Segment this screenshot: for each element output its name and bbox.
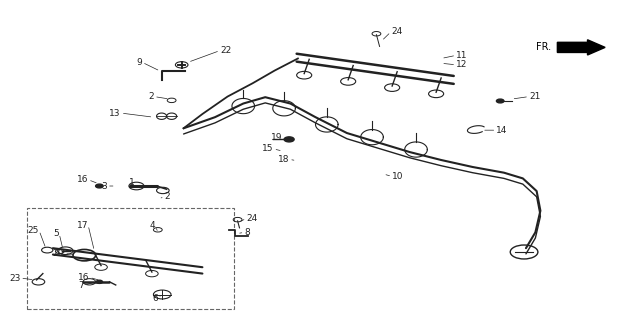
Text: 19: 19	[271, 133, 283, 142]
Text: 21: 21	[529, 92, 541, 101]
Text: 20: 20	[53, 249, 64, 258]
Text: 15: 15	[262, 144, 273, 153]
Text: 25: 25	[28, 226, 39, 235]
Text: 11: 11	[456, 51, 468, 60]
Text: 5: 5	[54, 229, 59, 238]
Text: 23: 23	[9, 274, 20, 283]
Text: 14: 14	[497, 126, 508, 135]
Text: FR.: FR.	[536, 42, 551, 52]
Text: 8: 8	[244, 228, 251, 237]
Text: 24: 24	[391, 27, 402, 36]
Text: 18: 18	[278, 155, 289, 164]
Text: 17: 17	[76, 220, 88, 229]
FancyArrow shape	[557, 40, 605, 55]
Text: 6: 6	[153, 294, 158, 303]
Text: 12: 12	[456, 60, 468, 69]
Text: 13: 13	[109, 108, 121, 117]
Text: 16: 16	[76, 175, 88, 184]
Text: 24: 24	[246, 214, 257, 223]
Text: 9: 9	[136, 58, 142, 67]
Text: 1: 1	[129, 178, 135, 187]
Text: 10: 10	[392, 172, 404, 181]
Text: 3: 3	[101, 181, 107, 190]
Text: 4: 4	[150, 221, 155, 230]
Text: 2: 2	[148, 92, 154, 101]
Circle shape	[96, 184, 103, 188]
Text: 2: 2	[165, 192, 170, 201]
Text: 22: 22	[220, 46, 231, 55]
Text: 16: 16	[78, 273, 90, 282]
Circle shape	[497, 99, 504, 103]
Text: 7: 7	[79, 281, 85, 290]
Circle shape	[97, 280, 102, 284]
Circle shape	[284, 137, 294, 142]
